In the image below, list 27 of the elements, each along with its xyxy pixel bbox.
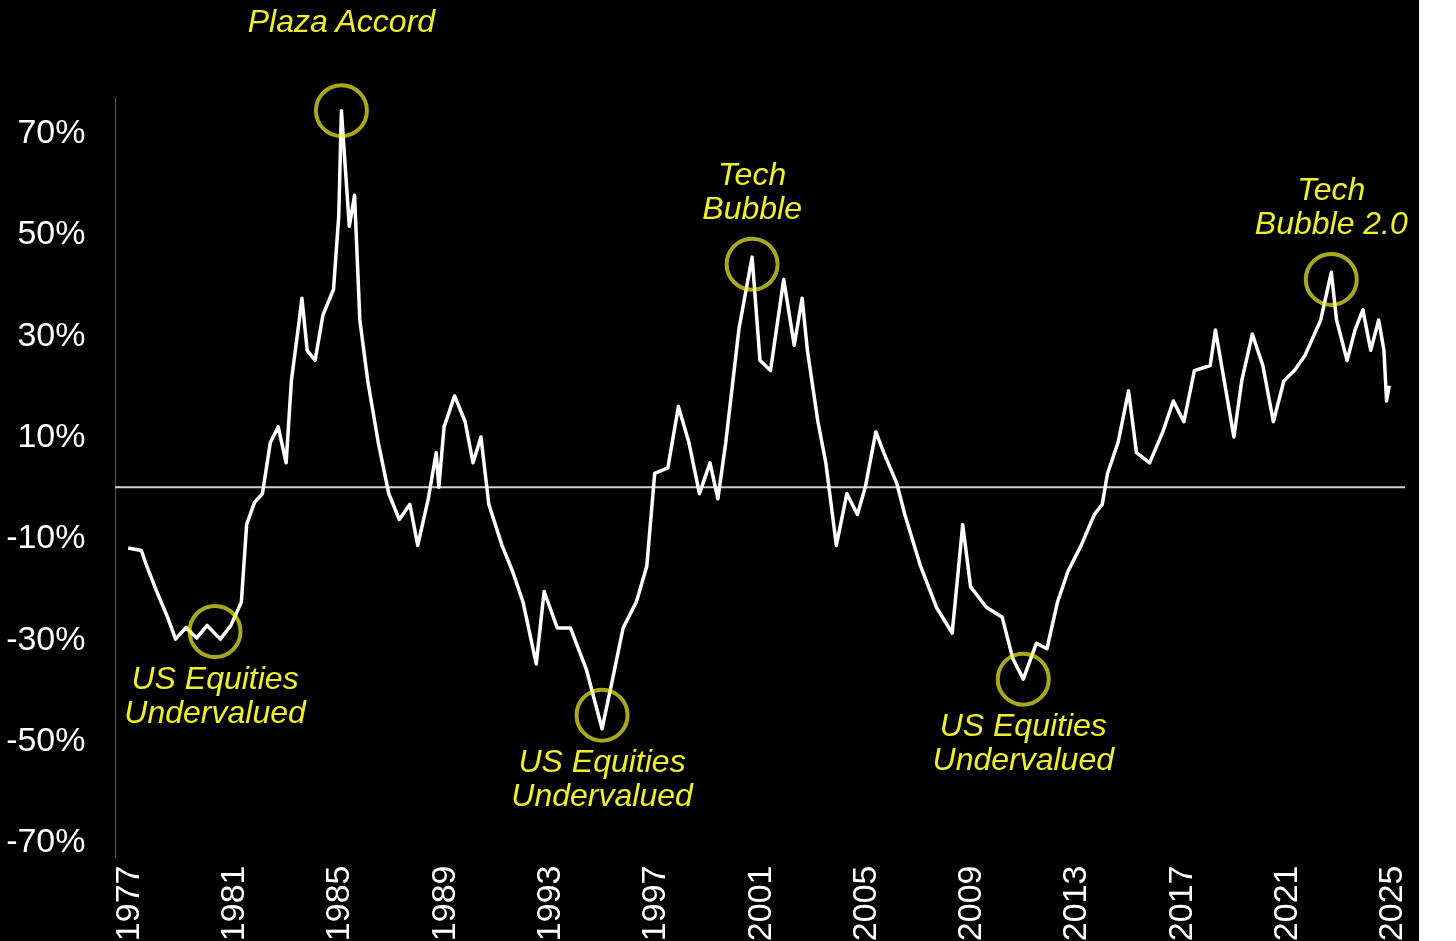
annotation: Tech Bubble 2.0 — [1254, 171, 1408, 242]
x-tick-label: 2005 — [844, 865, 883, 941]
annotation: US Equities Undervalued — [124, 659, 307, 730]
y-tick-label: 50% — [17, 213, 86, 252]
y-tick-label: -30% — [6, 618, 86, 657]
x-tick-label: 2001 — [739, 865, 778, 941]
x-tick-label: 2025 — [1371, 865, 1410, 941]
x-tick-label: 2021 — [1266, 865, 1305, 941]
x-tick-label: 1989 — [423, 865, 462, 941]
y-tick-label: 10% — [17, 415, 86, 454]
y-tick-label: 30% — [17, 314, 86, 353]
annotation: Tech Bubble — [702, 156, 802, 227]
y-tick-label: -50% — [6, 719, 86, 758]
x-tick-label: 1993 — [528, 865, 567, 941]
x-tick-label: 2013 — [1055, 865, 1094, 941]
annotation: Plaza Accord — [247, 2, 437, 39]
annotation: US Equities Undervalued — [932, 707, 1116, 778]
x-tick-label: 1981 — [212, 865, 251, 941]
y-tick-label: -70% — [6, 821, 86, 860]
x-tick-label: 1977 — [107, 865, 146, 941]
x-tick-label: 2009 — [950, 865, 989, 941]
y-tick-label: -10% — [6, 517, 86, 556]
x-tick-label: 1985 — [318, 865, 357, 941]
y-tick-label: 70% — [17, 111, 86, 150]
x-tick-label: 2017 — [1160, 865, 1199, 941]
annotation: US Equities Undervalued — [511, 743, 694, 814]
x-tick-label: 1997 — [634, 865, 673, 941]
